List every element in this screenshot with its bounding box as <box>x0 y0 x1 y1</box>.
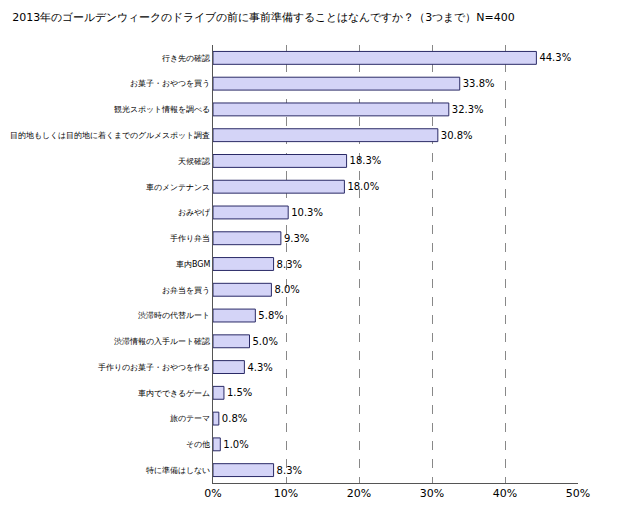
svg-text:目的地もしくは目的地に着くまでのグルメスポット調査: 目的地もしくは目的地に着くまでのグルメスポット調査 <box>10 131 210 140</box>
svg-text:32.3%: 32.3% <box>452 104 484 115</box>
svg-text:天候確認: 天候確認 <box>178 157 210 166</box>
svg-text:観光スポット情報を調べる: 観光スポット情報を調べる <box>114 105 210 114</box>
svg-text:5.0%: 5.0% <box>253 336 278 347</box>
svg-text:お菓子・おやつを買う: お菓子・おやつを買う <box>130 79 210 88</box>
svg-text:8.0%: 8.0% <box>274 284 299 295</box>
svg-text:0%: 0% <box>204 487 221 500</box>
svg-text:44.3%: 44.3% <box>539 52 571 63</box>
svg-text:30.8%: 30.8% <box>441 130 473 141</box>
svg-text:10.3%: 10.3% <box>291 207 323 218</box>
svg-text:車のメンテナンス: 車のメンテナンス <box>146 183 210 192</box>
svg-text:33.8%: 33.8% <box>463 78 495 89</box>
svg-text:40%: 40% <box>493 487 517 500</box>
svg-text:8.3%: 8.3% <box>277 465 302 476</box>
svg-text:渋滞時の代替ルート: 渋滞時の代替ルート <box>138 311 210 320</box>
svg-text:車内でできるゲーム: 車内でできるゲーム <box>138 389 210 398</box>
svg-text:車内BGM: 車内BGM <box>176 260 211 269</box>
svg-text:行き先の確認: 行き先の確認 <box>162 54 210 63</box>
svg-text:18.0%: 18.0% <box>347 181 379 192</box>
svg-text:その他: その他 <box>186 440 210 449</box>
svg-text:1.0%: 1.0% <box>223 439 248 450</box>
svg-text:0.8%: 0.8% <box>222 413 247 424</box>
svg-text:特に準備はしない: 特に準備はしない <box>146 466 210 475</box>
svg-text:50%: 50% <box>566 487 590 500</box>
svg-text:10%: 10% <box>274 487 298 500</box>
svg-text:18.3%: 18.3% <box>350 155 382 166</box>
svg-text:旅のテーマ: 旅のテーマ <box>170 414 210 423</box>
svg-text:お弁当を買う: お弁当を買う <box>162 286 210 295</box>
svg-text:手作りのお菓子・おやつを作る: 手作りのお菓子・おやつを作る <box>98 363 210 372</box>
svg-text:20%: 20% <box>347 487 371 500</box>
svg-text:5.8%: 5.8% <box>258 310 283 321</box>
svg-text:4.3%: 4.3% <box>247 362 272 373</box>
svg-text:1.5%: 1.5% <box>227 387 252 398</box>
svg-text:渋滞情報の入手ルート確認: 渋滞情報の入手ルート確認 <box>114 337 210 346</box>
svg-text:9.3%: 9.3% <box>284 233 309 244</box>
svg-text:30%: 30% <box>420 487 444 500</box>
svg-text:8.3%: 8.3% <box>277 259 302 270</box>
svg-text:2013年のゴールデンウィークのドライブの前に事前準備するこ: 2013年のゴールデンウィークのドライブの前に事前準備することはなんですか？（3… <box>12 11 514 24</box>
svg-text:手作り弁当: 手作り弁当 <box>170 234 210 243</box>
svg-text:おみやげ: おみやげ <box>178 208 211 217</box>
